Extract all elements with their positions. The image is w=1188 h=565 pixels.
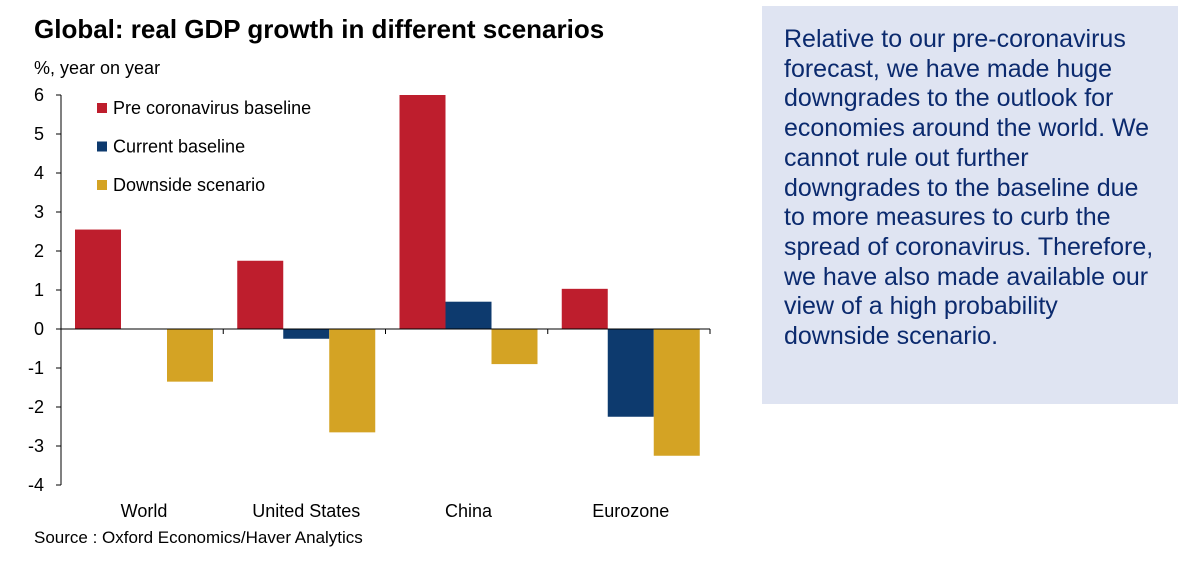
legend-label-1: Pre coronavirus baseline — [113, 98, 311, 118]
bar-2-4 — [607, 329, 654, 417]
bar-1-1 — [75, 229, 121, 329]
source-note: Source : Oxford Economics/Haver Analytic… — [34, 528, 363, 547]
y-tick-label: -2 — [28, 397, 44, 417]
bar-2-3 — [445, 301, 492, 329]
x-tick-label: United States — [252, 501, 360, 521]
bar-1-2 — [237, 260, 284, 329]
y-tick-label: -4 — [28, 475, 44, 495]
y-tick-label: -3 — [28, 436, 44, 456]
y-tick-label: 1 — [34, 280, 44, 300]
y-tick-label: -1 — [28, 358, 44, 378]
legend-swatch-3 — [97, 180, 107, 190]
bar-1-3 — [399, 95, 446, 329]
commentary-panel: Relative to our pre-coronavirus forecast… — [762, 6, 1178, 404]
bar-2-2 — [283, 329, 330, 339]
bar-3-4 — [653, 329, 700, 456]
commentary-text: Relative to our pre-coronavirus forecast… — [784, 25, 1154, 351]
bar-3-2 — [329, 329, 376, 433]
y-tick-label: 2 — [34, 241, 44, 261]
y-axis-label: %, year on year — [34, 58, 161, 78]
y-tick-label: 5 — [34, 124, 44, 144]
y-tick-label: 4 — [34, 163, 44, 183]
legend-label-3: Downside scenario — [113, 175, 265, 195]
legend-label-2: Current baseline — [113, 137, 245, 157]
x-tick-label: Eurozone — [592, 501, 669, 521]
bar-chart: -4 -3 -2 -1 0 1 2 3 4 5 6 World United States China Eu… — [28, 85, 711, 521]
chart-title: Global: real GDP growth in different sce… — [34, 14, 605, 44]
x-tick-label: World — [121, 501, 168, 521]
bar-3-3 — [491, 329, 538, 365]
y-tick-label: 0 — [34, 319, 44, 339]
y-tick-label: 3 — [34, 202, 44, 222]
bar-3-1 — [167, 329, 213, 382]
bar-1-4 — [561, 288, 608, 329]
legend-swatch-1 — [97, 103, 107, 113]
legend-swatch-2 — [97, 141, 107, 152]
y-tick-label: 6 — [34, 85, 44, 105]
x-tick-label: China — [445, 501, 493, 521]
